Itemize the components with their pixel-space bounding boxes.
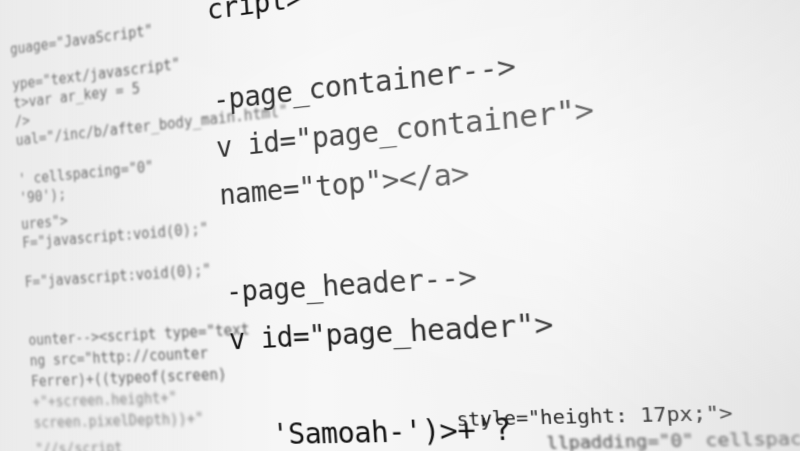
code-line: style="height: 17px;"> <box>455 401 734 432</box>
code-line: ounter--><script type="text <box>27 320 251 349</box>
code-line: -page_header--> <box>224 259 478 309</box>
code-line: F="javascript:void(0);" <box>24 261 212 291</box>
code-line: llpadding="0" cellspacing="0"> <box>546 425 800 451</box>
code-line: +"+screen.height+" <box>31 388 178 411</box>
code-line: guage="JavaScript" <box>9 21 154 59</box>
code-line: cript> <box>205 0 304 27</box>
code-line: screen.pixelDepth))+" <box>33 409 205 432</box>
code-line: name="top"></a> <box>218 156 470 212</box>
code-line: ' cellspacing="0" <box>17 157 154 189</box>
code-line: '90'); <box>18 185 67 207</box>
code-line: "//s/script <box>34 439 124 451</box>
code-line: /> <box>14 112 31 131</box>
code-line: v id="page_header"> <box>228 306 554 357</box>
code-line: ures"> <box>20 212 69 233</box>
code-line: Ferrer)+((typeof(screen) <box>30 365 228 391</box>
code-line: ng src="http://counter <box>29 344 209 370</box>
